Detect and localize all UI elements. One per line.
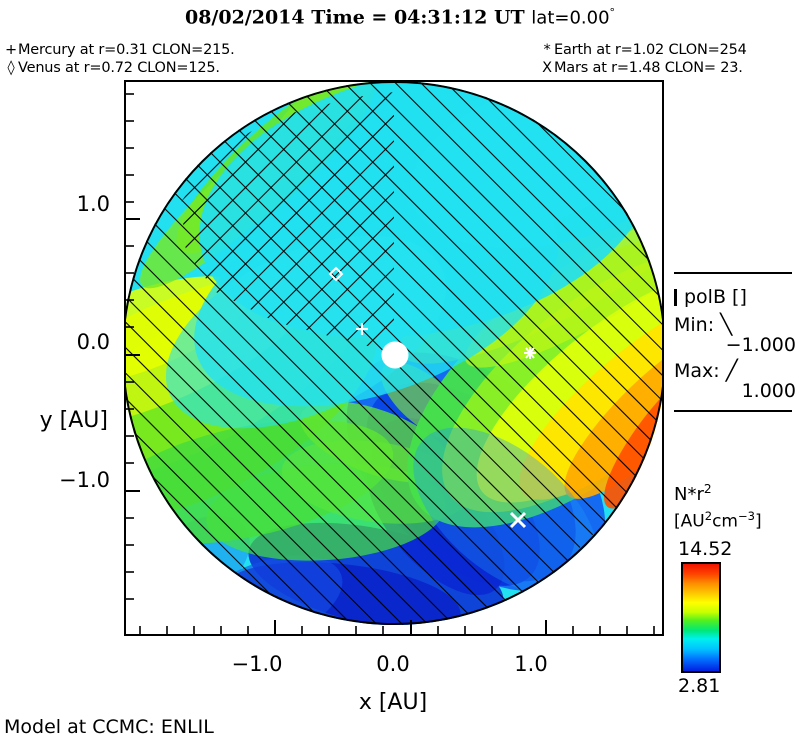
units-mid: cm bbox=[712, 511, 738, 532]
y-axis-ticks bbox=[126, 93, 140, 600]
title-time: 04:31:12 bbox=[393, 6, 488, 29]
vertical-bar-icon bbox=[674, 289, 677, 306]
legend-max-row: Max: ╱ bbox=[674, 358, 800, 382]
legend-max-value: 1.000 bbox=[741, 380, 796, 402]
heliosphere-plot bbox=[126, 82, 662, 634]
colorbar-max-label: 14.52 bbox=[678, 537, 733, 560]
units-suffix: ] bbox=[755, 511, 762, 532]
mercury-symbol-icon: + bbox=[5, 42, 17, 58]
legend-max-label: Max: bbox=[674, 360, 720, 382]
legend-min-label: Min: bbox=[674, 314, 715, 336]
legend-divider-bottom bbox=[674, 410, 792, 412]
y-tick-label-0: 0.0 bbox=[76, 330, 110, 354]
planet-legend-venus: ◊ Venus at r=0.72 CLON=125. bbox=[4, 60, 221, 76]
earth-legend-text: Earth at r=1.02 CLON=254 bbox=[554, 42, 747, 58]
venus-legend-text: Venus at r=0.72 CLON=125. bbox=[18, 60, 220, 76]
colorbar-block: N*r2 [AU2cm−3] 14.52 2.81 bbox=[672, 482, 800, 697]
x-axis-title: x [AU] bbox=[358, 690, 428, 715]
model-footer: Model at CCMC: ENLIL bbox=[4, 716, 214, 738]
mars-legend-text: Mars at r=1.48 CLON= 23. bbox=[554, 60, 743, 76]
disk-outline bbox=[126, 82, 662, 625]
y-axis-title: y [AU] bbox=[39, 408, 108, 433]
x-tick-label-minus1: −1.0 bbox=[231, 652, 283, 676]
legend-min-value: −1.000 bbox=[725, 334, 796, 356]
units-exponent-au: 2 bbox=[704, 509, 713, 523]
axis-ticks bbox=[126, 93, 655, 634]
polb-legend-panel: polB [] Min: ╲ −1.000 Max: ╱ 1.000 bbox=[672, 272, 800, 412]
degree-symbol-icon: ° bbox=[609, 6, 616, 19]
x-tick-label-1: 1.0 bbox=[514, 652, 548, 676]
units-prefix: [AU bbox=[674, 511, 705, 532]
units-exponent-cm: −3 bbox=[738, 509, 756, 523]
planet-legend-mercury: +Mercury at r=0.31 CLON=215. bbox=[4, 42, 235, 58]
planet-legend-earth: * Earth at r=1.02 CLON=254 bbox=[540, 42, 747, 58]
title-date: 08/02/2014 bbox=[184, 6, 305, 29]
colorbar-units-label: [AU2cm−3] bbox=[674, 509, 800, 532]
mercury-marker-icon bbox=[356, 323, 368, 335]
page-title: 08/02/2014 Time = 04:31:12 UT lat=0.00° bbox=[0, 6, 800, 28]
planet-legend-mars: X Mars at r=1.48 CLON= 23. bbox=[540, 60, 743, 76]
colorbar-variable-base: N*r bbox=[674, 484, 704, 505]
mars-symbol-icon: X bbox=[542, 60, 552, 76]
mercury-legend-text: Mercury at r=0.31 CLON=215. bbox=[18, 42, 235, 58]
title-lat-value: 0.00 bbox=[569, 7, 610, 29]
x-axis-ticks bbox=[139, 620, 655, 634]
title-lat-label: lat= bbox=[531, 7, 570, 29]
y-tick-label-1: 1.0 bbox=[76, 192, 110, 216]
colorbar-variable-exponent: 2 bbox=[703, 482, 712, 496]
planet-markers bbox=[328, 266, 536, 529]
venus-marker-icon bbox=[328, 266, 344, 282]
legend-divider-top bbox=[674, 272, 792, 274]
y-tick-label-minus1: −1.0 bbox=[59, 468, 110, 492]
mars-marker-icon bbox=[509, 511, 527, 529]
x-tick-label-0: 0.0 bbox=[376, 652, 410, 676]
earth-symbol-icon: * bbox=[543, 42, 551, 58]
colorbar-variable-label: N*r2 bbox=[674, 482, 800, 505]
slash-glyph-icon: ╱ bbox=[725, 358, 738, 382]
legend-min-row: Min: ╲ bbox=[674, 312, 800, 336]
sun-marker bbox=[381, 341, 409, 369]
colorbar-min-label: 2.81 bbox=[678, 674, 721, 697]
backslash-glyph-icon: ╲ bbox=[720, 312, 733, 336]
venus-symbol-icon: ◊ bbox=[7, 60, 15, 76]
title-time-label: Time = bbox=[311, 6, 388, 29]
title-timezone: UT bbox=[493, 6, 525, 29]
plot-frame bbox=[124, 80, 664, 636]
legend-title: polB [] bbox=[674, 286, 800, 308]
colorbar-gradient bbox=[681, 561, 721, 673]
legend-title-text: polB [] bbox=[684, 286, 747, 308]
earth-marker-icon bbox=[524, 347, 536, 359]
